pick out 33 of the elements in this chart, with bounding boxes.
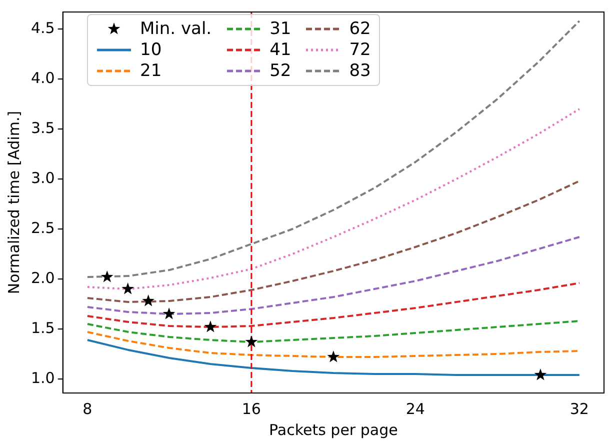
x-tick-label: 32 bbox=[570, 400, 589, 418]
line-series bbox=[86, 180, 580, 303]
point bbox=[162, 308, 176, 320]
legend-label: 62 bbox=[349, 19, 371, 39]
legend-label: 21 bbox=[140, 61, 162, 81]
legend-label: 72 bbox=[349, 40, 371, 60]
y-tick-label: 3.5 bbox=[30, 118, 55, 137]
legend-label: 41 bbox=[270, 40, 292, 60]
legend-label: Min. val. bbox=[140, 19, 212, 39]
x-tick-label: 24 bbox=[406, 400, 425, 418]
point bbox=[327, 350, 340, 362]
y-tick-label: 1.0 bbox=[30, 368, 55, 387]
legend-label: 83 bbox=[349, 61, 371, 81]
y-tick-label: 2.0 bbox=[30, 268, 55, 287]
point bbox=[122, 282, 134, 294]
point bbox=[534, 368, 547, 380]
line-series bbox=[86, 20, 580, 278]
legend-label: 31 bbox=[270, 19, 292, 39]
legend-label: 10 bbox=[140, 40, 162, 60]
x-axis-title: Packets per page bbox=[269, 420, 398, 439]
y-tick-label: 4.0 bbox=[30, 68, 55, 87]
x-tick-label: 8 bbox=[82, 400, 92, 418]
y-axis-title: Normalized time [Adim.] bbox=[4, 110, 23, 294]
y-tick-label: 3.0 bbox=[30, 168, 55, 187]
point bbox=[100, 270, 114, 282]
legend-label: 52 bbox=[270, 61, 292, 81]
x-tick-label: 16 bbox=[242, 400, 261, 418]
point bbox=[245, 336, 258, 348]
y-tick-label: 4.5 bbox=[30, 18, 55, 37]
point bbox=[142, 294, 155, 306]
y-tick-label: 1.5 bbox=[30, 318, 55, 337]
point bbox=[204, 320, 217, 332]
y-tick-label: 2.5 bbox=[30, 218, 55, 237]
